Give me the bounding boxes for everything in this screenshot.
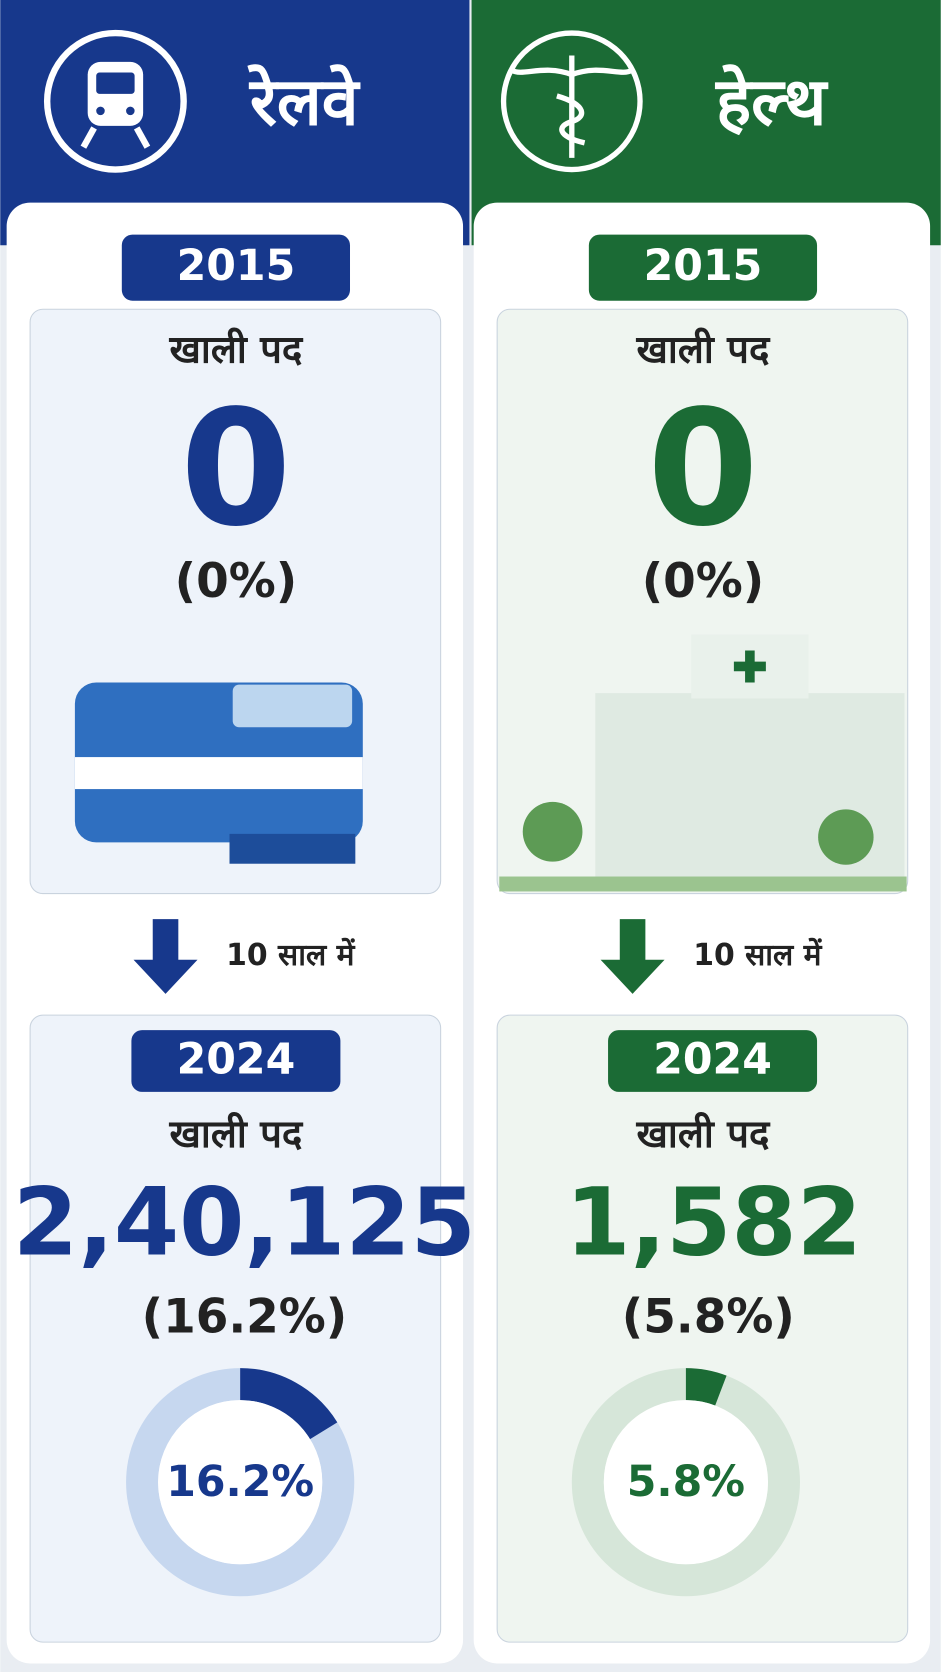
cross — [733, 650, 766, 683]
donut-label: 16.2% — [166, 1457, 314, 1507]
year: 2015 — [644, 241, 763, 291]
ground — [499, 876, 907, 892]
year: 2024 — [177, 1035, 296, 1085]
year: 2024 — [653, 1035, 772, 1085]
stat-count: 0 — [180, 376, 291, 562]
panel-title: रेलवे — [247, 64, 360, 141]
donut-segment — [126, 1368, 355, 1597]
stat-label: खाली पद — [636, 327, 771, 372]
year-badge — [131, 1030, 341, 1092]
health-icon — [500, 30, 643, 173]
donut-segment — [571, 1368, 800, 1597]
donut-center — [158, 1400, 323, 1565]
stat-percent: (0%) — [642, 554, 765, 609]
stat-label: खाली पद — [168, 1112, 303, 1157]
train-window — [232, 684, 353, 728]
transition-text: 10 साल में — [693, 937, 822, 973]
down-arrow — [600, 919, 665, 994]
train-stripe — [74, 757, 363, 790]
year-badge — [588, 234, 818, 301]
stat-percent: (16.2%) — [142, 1290, 348, 1345]
transition-text: 10 साल में — [226, 937, 355, 973]
stat-count: 1,582 — [565, 1168, 862, 1277]
down-arrow — [133, 919, 198, 994]
year-badge — [608, 1030, 818, 1092]
train-grille — [229, 833, 356, 864]
stat-count: 2,40,125 — [13, 1168, 476, 1277]
stat-percent: (0%) — [175, 554, 298, 609]
stat-label: खाली पद — [636, 1112, 771, 1157]
donut-center — [603, 1400, 769, 1565]
tree — [522, 801, 583, 862]
stat-label: खाली पद — [168, 327, 303, 372]
stat-percent: (5.8%) — [622, 1290, 795, 1345]
train-icon — [43, 29, 187, 173]
tree — [818, 809, 874, 865]
donut-label: 5.8% — [627, 1457, 745, 1507]
year: 2015 — [177, 241, 296, 291]
stat-count: 0 — [647, 376, 758, 562]
panel-title: हेल्थ — [714, 64, 829, 141]
year-badge — [121, 234, 351, 301]
